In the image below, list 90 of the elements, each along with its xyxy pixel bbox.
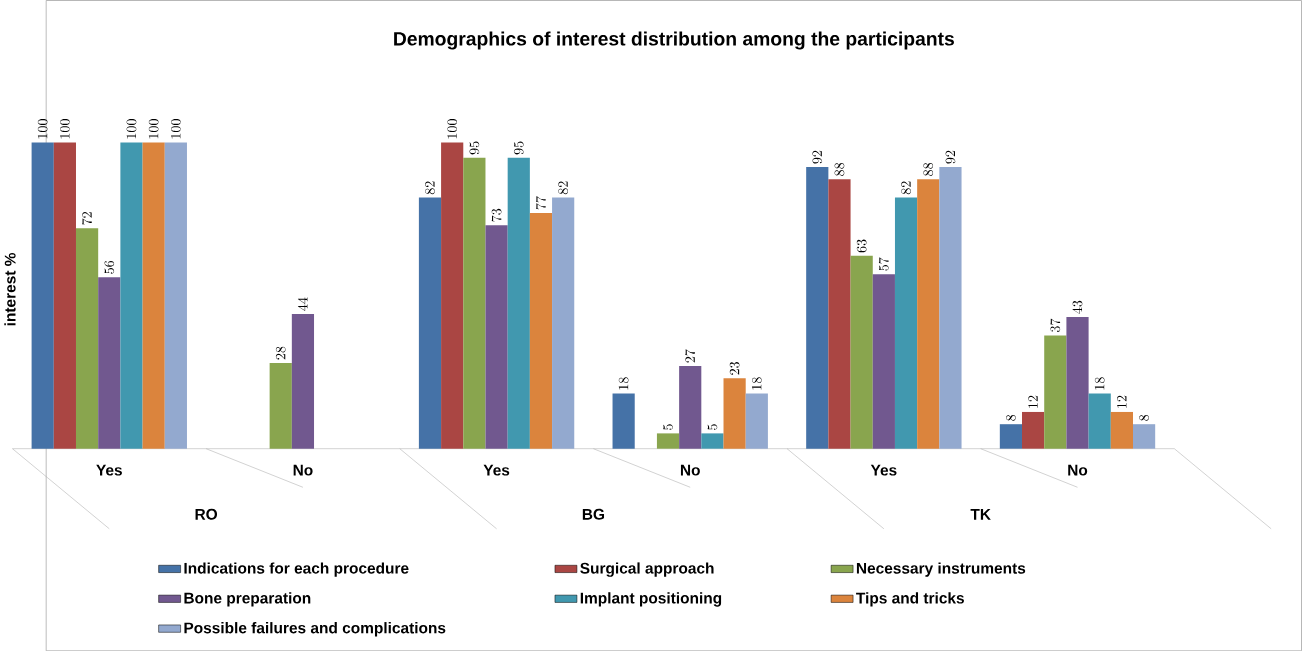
bar [1088,393,1111,449]
data-label: 73 [491,208,502,222]
bar [656,433,680,449]
bar [552,197,575,449]
data-label: 12 [1028,395,1038,408]
bar [418,197,442,449]
bar [1110,411,1133,449]
data-label: 8 [1139,414,1149,421]
bar [806,166,829,449]
bar [98,277,121,449]
bar [507,157,530,449]
data-label: 8 [1006,414,1016,421]
bar [917,179,940,449]
x-tick-label: No [1068,464,1088,476]
bar [679,365,702,449]
bar [142,142,165,449]
data-label: 12 [1117,395,1127,408]
data-label: 100 [37,118,48,139]
data-label: 100 [447,118,458,139]
y-axis-title: interest % [4,252,16,326]
data-label: 100 [60,118,70,139]
bar [1133,424,1156,449]
bar [53,142,76,449]
data-label: 18 [618,377,629,390]
bar [75,228,99,449]
bar [872,274,895,449]
bar [723,378,746,449]
data-label: 28 [275,346,286,360]
data-label: 100 [148,118,159,139]
bar [164,142,187,449]
data-label: 27 [685,349,696,363]
data-label: 95 [513,141,524,155]
text: RO [195,508,218,520]
data-label: 88 [834,162,845,176]
bar [485,225,508,449]
bar [120,142,143,449]
data-label: 95 [469,141,480,155]
bar [999,424,1023,449]
data-label: 82 [558,181,568,195]
text: TK [970,508,991,520]
legend-label: Implant positioning [580,592,722,607]
data-label: 82 [425,181,435,195]
bar [1066,316,1089,449]
bar [529,212,553,449]
data-label: 43 [1072,300,1083,314]
data-label: 63 [856,239,867,253]
x-tick-label: Yes [483,464,510,476]
legend-label: Bone preparation [184,592,311,607]
chart-title: Demographics of interest distribution among the participants [394,31,954,50]
data-label: 5 [663,424,673,430]
data-label: 5 [707,424,718,430]
legend-label: Possible failures and complications [184,621,446,637]
legend-label: Necessary instruments [856,562,1026,577]
data-label: 23 [729,361,740,375]
data-label: 18 [751,377,762,390]
data-label: 100 [126,118,137,139]
bar [894,197,918,449]
data-label: 37 [1050,318,1061,332]
bar [745,393,768,449]
data-label: 56 [104,260,115,274]
x-tick-label: No [293,464,313,476]
legend-label: Indications for each procedure [184,562,409,577]
bar [441,142,464,449]
bar [269,362,292,449]
bar [291,313,315,449]
x-tick-label: Yes [870,464,897,476]
legend-label: Tips and tricks [856,592,964,607]
bar [701,433,724,449]
data-label: 18 [1094,377,1105,390]
legend-label: Surgical approach [580,562,714,577]
bar [31,142,54,449]
x-tick-label: No [680,464,700,476]
data-label: 100 [171,118,181,139]
bar [939,166,962,449]
data-label: 44 [297,297,308,311]
bar [828,179,851,449]
data-label: 88 [923,162,934,176]
data-label: 77 [535,196,546,210]
bar [463,157,486,449]
bar [850,255,873,449]
data-label: 92 [945,150,956,164]
bar [612,393,635,449]
data-label: 57 [878,257,889,271]
bar [1044,335,1067,449]
data-label: 92 [812,150,823,164]
bar [1022,411,1045,449]
x-tick-label: Yes [96,464,122,476]
data-label: 82 [901,181,911,195]
text: BG [582,508,605,520]
data-label: 72 [82,211,92,225]
